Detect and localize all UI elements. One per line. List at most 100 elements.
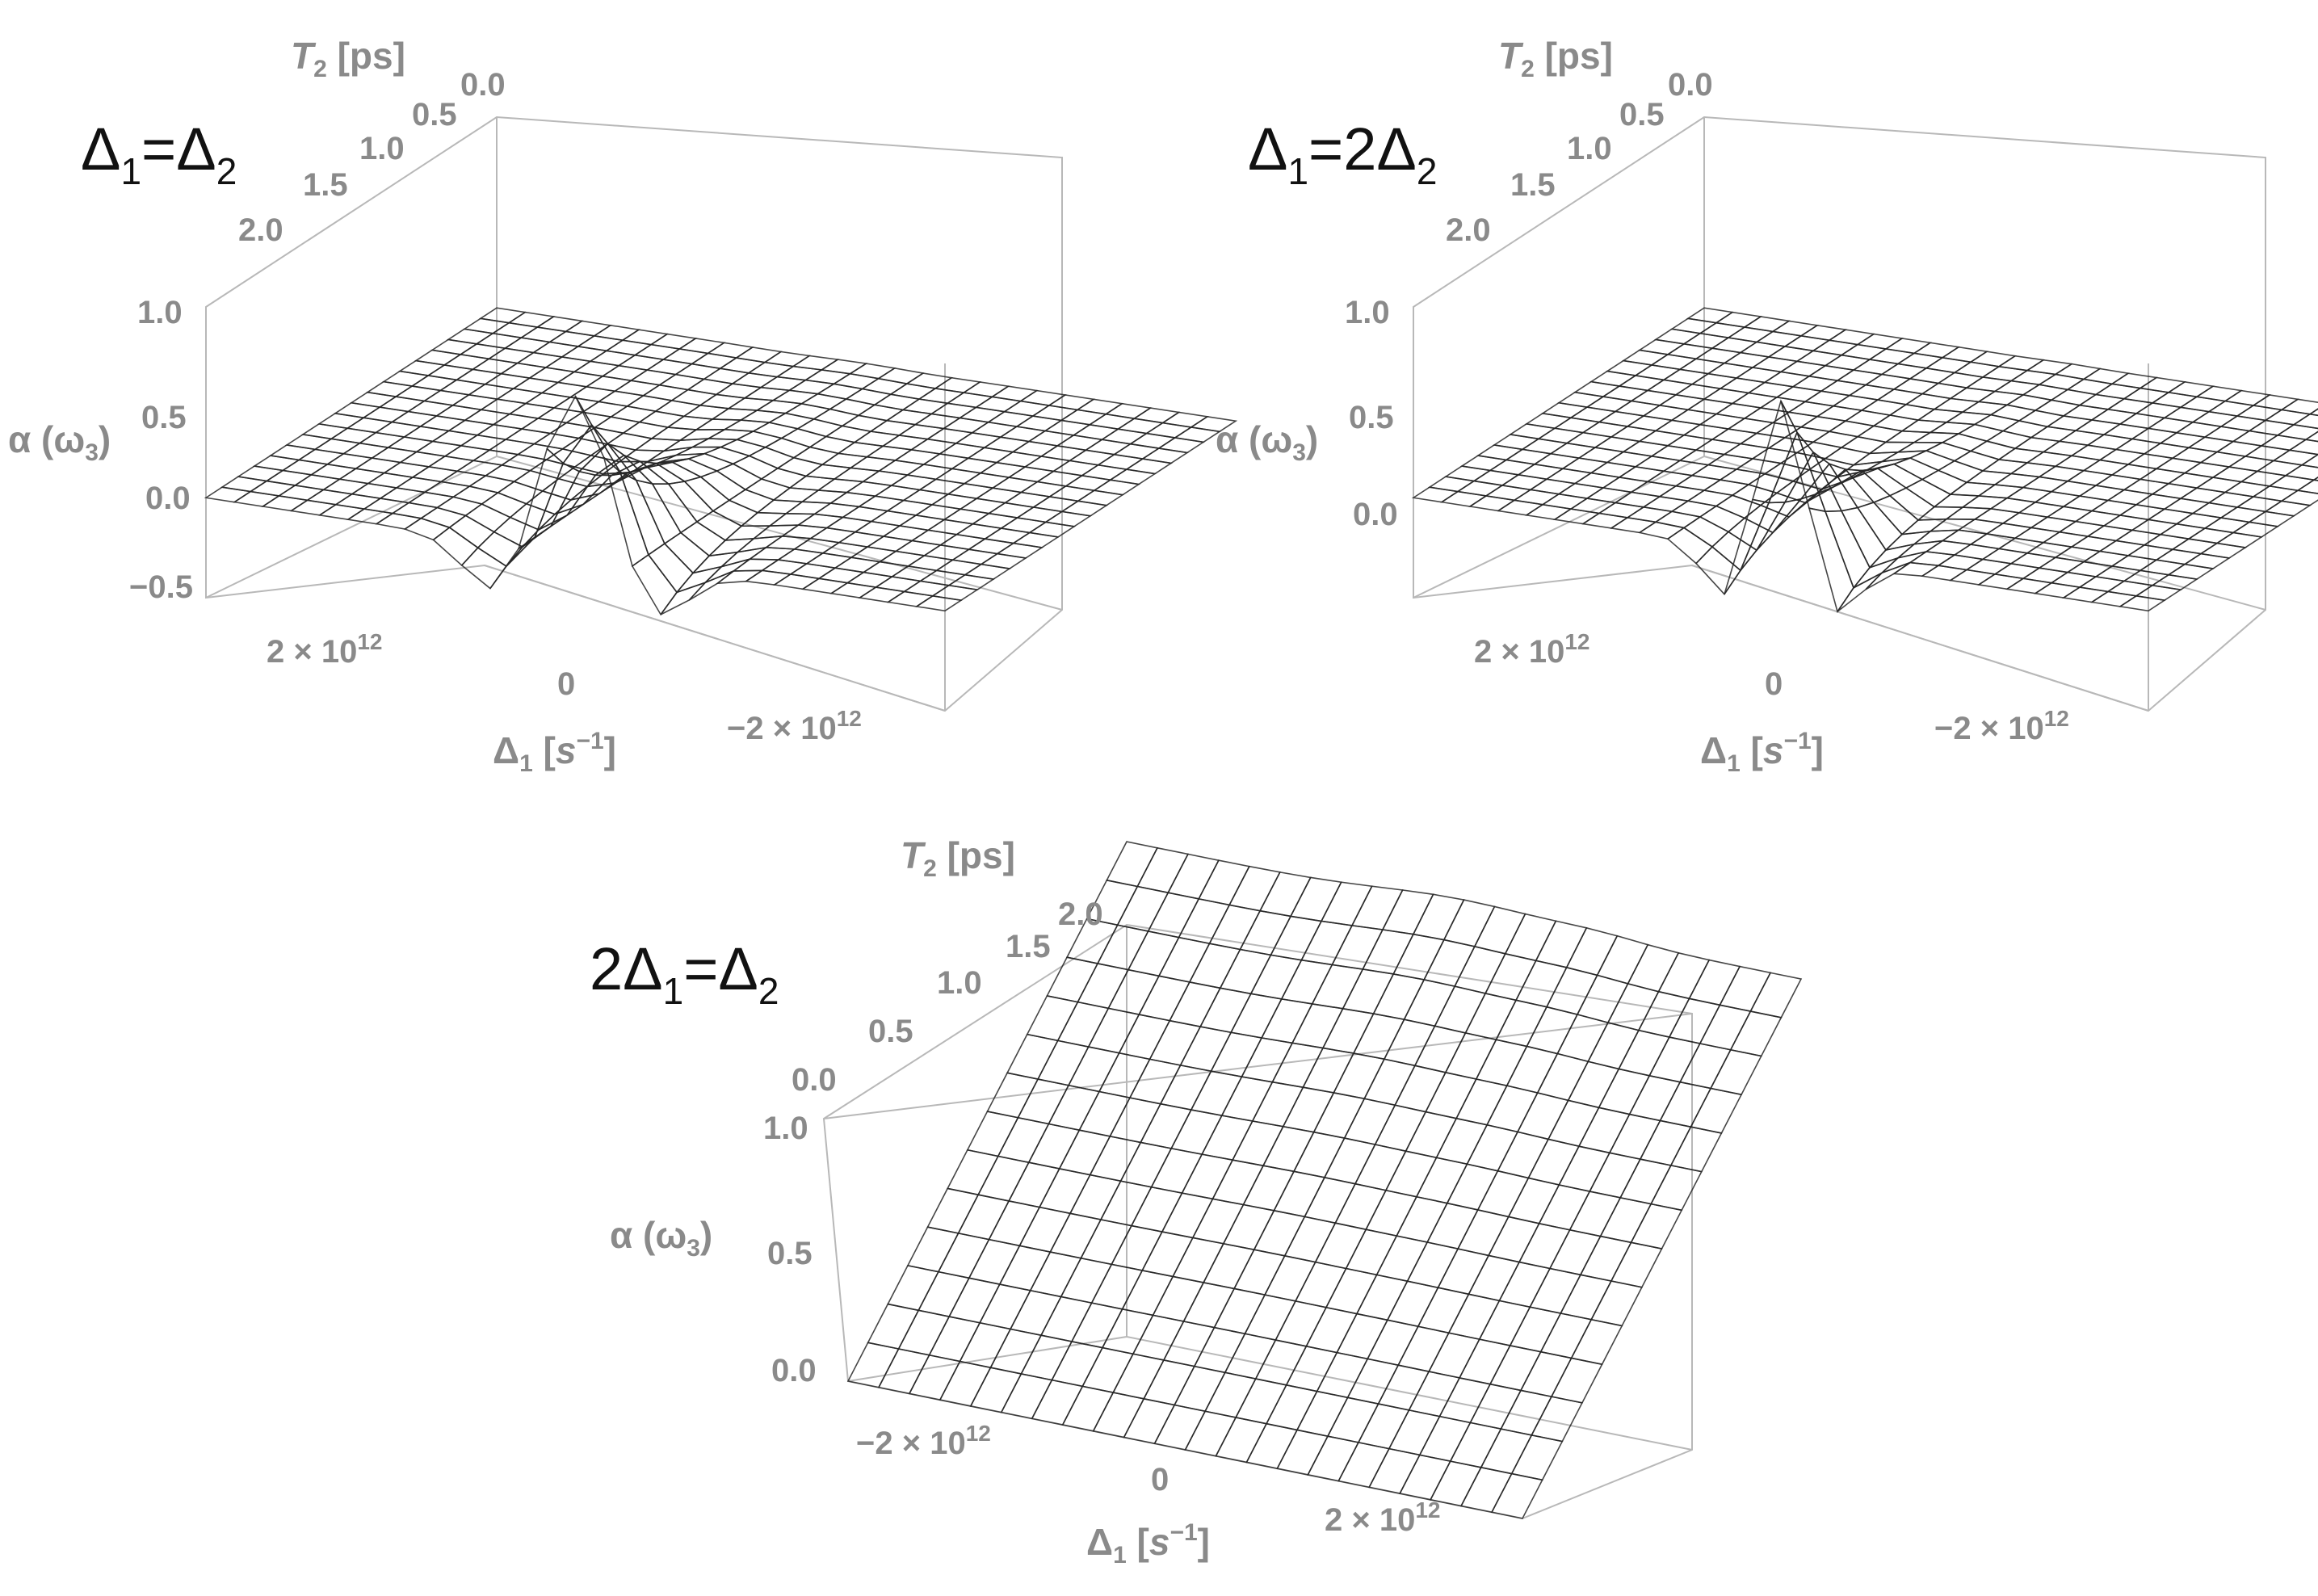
panel-2-surface-cell (1823, 354, 1872, 371)
panel-1-surface-cell (800, 393, 848, 410)
panel-3-surface-cell (1149, 1019, 1202, 1066)
panel-1-z-tick-0: 1.0 (137, 295, 183, 330)
panel-1-surface-cell (338, 468, 386, 485)
panel-1-surface-cell (464, 503, 512, 533)
panel-2-surface-cell (1783, 335, 1832, 352)
panel-3-surface-cell (1161, 1192, 1214, 1239)
panel-3-surface-cell (1111, 1224, 1164, 1271)
panel-2-surface-cell (2162, 406, 2211, 423)
panel-1-surface-cell (922, 453, 971, 470)
panel-1-surface-cell (560, 346, 609, 363)
panel-2-z-tick-2: 0.0 (1353, 497, 1398, 532)
panel-2-surface-cell (2029, 516, 2078, 533)
panel-1-surface-cell (763, 437, 812, 459)
panel-1-surface-cell (861, 470, 909, 486)
panel-2-surface-cell (1824, 447, 1871, 466)
panel-2-surface-cell (2013, 436, 2062, 453)
panel-2-surface-cell (2235, 496, 2284, 513)
panel-2-y-tick-3: 1.5 (1510, 167, 1556, 203)
panel-1-y-tick-1: 0.5 (412, 97, 457, 132)
panel-2-surface-cell (2081, 368, 2131, 385)
panel-1-surface-cell (430, 338, 479, 355)
panel-2-surface-cell (2154, 457, 2203, 474)
panel-2-surface-cell (1496, 499, 1545, 516)
panel-1-surface-cell (475, 423, 524, 440)
panel-1-surface-cell (451, 485, 500, 505)
panel-3-surface-cell (1560, 1274, 1613, 1321)
panel-1-surface-cell (410, 375, 459, 392)
panel-3-surface-cell (1312, 1092, 1366, 1139)
panel-2-surface-cell (1795, 350, 1844, 367)
panel-1-surface-cell (342, 442, 390, 459)
panel-2-surface-cell (2223, 481, 2272, 498)
panel-3-surface-cell (1069, 1174, 1122, 1220)
panel-2-surface-cell (1738, 432, 1787, 449)
panel-3-surface-cell (1112, 1353, 1165, 1400)
panel-1-surface-cell (869, 510, 918, 527)
panel-3-surface-cell (1280, 959, 1333, 1005)
panel-2-surface-cell (1621, 349, 1670, 366)
panel-3-surface-cell (1509, 1306, 1562, 1353)
panel-3-surface-cell (1719, 965, 1772, 1012)
panel-1-surface-cell (833, 556, 882, 573)
panel-2-surface-cell (2182, 552, 2232, 569)
panel-1-surface-cell (544, 447, 593, 468)
panel-2-surface-cell (1524, 503, 1573, 521)
panel-1-surface-cell (443, 354, 491, 371)
panel-1-surface-cell (365, 380, 414, 397)
panel-1-surface-cell (649, 333, 698, 350)
panel-2-surface-cell (1682, 423, 1731, 440)
panel-3-surface-cell (957, 1194, 1010, 1241)
panel-3-surface-cell (998, 1245, 1052, 1292)
panel-3-surface-cell (1343, 1098, 1396, 1145)
panel-2-z-axis-label: α (ω3) (1216, 418, 1318, 466)
panel-2-y-tick-4: 2.0 (1446, 212, 1491, 248)
panel-1-surface-cell (893, 448, 942, 465)
panel-2-surface-cell (2158, 523, 2207, 540)
panel-1-surface-cell (955, 523, 1003, 540)
panel-1-surface-cell (535, 407, 585, 424)
panel-2: Δ1=2Δ2 T2 [ps] 0.0 0.5 1.0 1.5 2.0 α (ω3… (1216, 35, 2318, 777)
panel-3-surface-cell (1490, 1472, 1543, 1519)
panel-1-surface-cell (1189, 416, 1238, 433)
panel-3-box-edge-4 (823, 1013, 1693, 1119)
panel-1-surface-cell (1161, 411, 1209, 428)
panel-3-surface-cell (1020, 1334, 1073, 1381)
panel-2-surface-cell (1637, 430, 1686, 447)
panel-1-surface-cell (381, 370, 430, 387)
panel-2-surface-cell (2130, 519, 2179, 536)
panel-2-surface-cell (1807, 364, 1856, 382)
panel-3-surface-cell (1184, 1410, 1237, 1457)
panel-2-surface-cell (2146, 508, 2195, 525)
panel-2-surface-cell (1920, 382, 1969, 400)
panel-3-surface-cell (1211, 1159, 1265, 1206)
panel-1-surface-cell (808, 527, 858, 544)
panel-3-surface-cell (1157, 936, 1211, 983)
panel-1-surface-cell (268, 444, 317, 461)
panel-1-surface-cell (846, 571, 894, 588)
panel-3-surface-cell (1659, 1081, 1712, 1128)
panel-2-surface-cell (1649, 354, 1699, 371)
panel-2-surface-cell (1766, 346, 1816, 363)
panel-3-surface-cell (1203, 1371, 1257, 1418)
panel-2-surface-cell (1724, 498, 1770, 595)
panel-3-surface-cell (1007, 1161, 1060, 1208)
panel-2-surface-cell (2190, 410, 2240, 427)
panel-2-surface-cell (2243, 445, 2292, 462)
panel-1-surface-cell (730, 372, 779, 388)
panel-3-surface-cell (1273, 1170, 1326, 1218)
panel-1-surface-cell (776, 548, 825, 565)
panel-3-surface-cell (1132, 1314, 1185, 1361)
panel-2-surface-cell (1964, 558, 2014, 575)
panel-1-surface-cell (588, 350, 637, 367)
panel-3-surface-cell (1368, 1447, 1421, 1494)
panel-1-surface-cell (616, 354, 666, 371)
panel-2-box-edge-3 (1413, 456, 1705, 598)
panel-3-surface-cell (1271, 1042, 1325, 1089)
panel-2-surface-cell (1690, 372, 1739, 389)
panel-3-surface-cell (1311, 964, 1364, 1010)
panel-1-surface-cell (1056, 435, 1104, 452)
panel-3-y-tick-0: 0.0 (792, 1062, 837, 1098)
panel-3-surface-cell (1690, 1087, 1743, 1134)
panel-2-surface-cell (2279, 489, 2318, 506)
